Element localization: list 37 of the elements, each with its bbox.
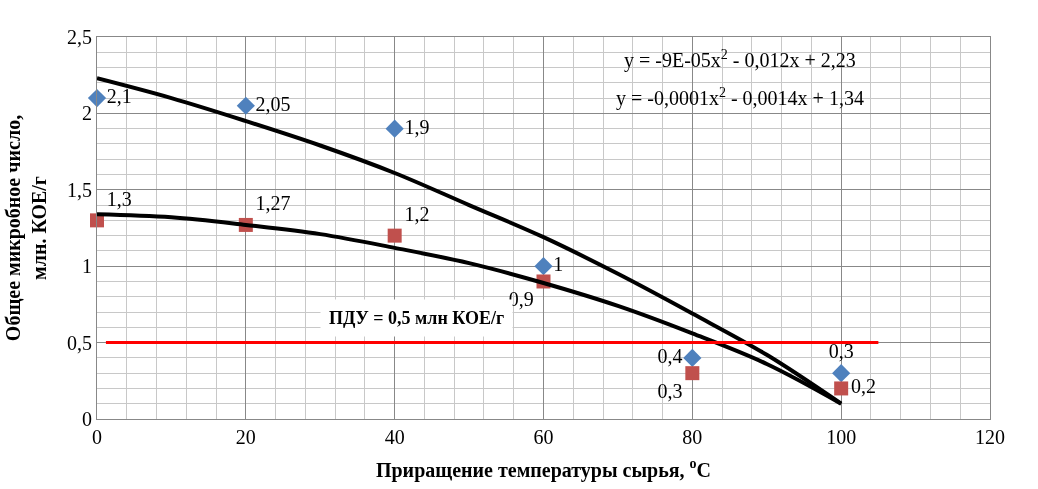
y-tick-label: 2 (82, 102, 92, 125)
data-label: 0,4 (657, 344, 683, 367)
x-tick-label: 40 (384, 426, 405, 448)
y-tick-label: 0 (82, 408, 92, 430)
y-tick-label: 2,5 (67, 26, 92, 48)
point (834, 381, 849, 396)
point (236, 96, 255, 115)
data-label: 0,2 (850, 375, 876, 398)
x-tick-label: 120 (975, 426, 1005, 448)
data-label: 2,05 (255, 92, 291, 115)
y-tick-label: 1,5 (67, 178, 92, 201)
annotation: y = -9E-05x$^{2}$ - 0,012x + 2,23 (624, 47, 856, 73)
point (534, 257, 553, 276)
point (685, 366, 700, 381)
point (683, 348, 702, 367)
data-label: 1,2 (404, 202, 430, 225)
data-label: 2,1 (106, 85, 132, 108)
x-tick-label: 20 (235, 426, 256, 448)
x-tick-label: 100 (826, 426, 857, 448)
data-label: 1,9 (404, 115, 430, 138)
data-label: 1,3 (106, 187, 132, 210)
data-label: 1,27 (255, 192, 291, 215)
data-label: 0,3 (828, 340, 854, 363)
x-tick-label: 80 (682, 426, 703, 448)
annotation: y = -0,0001x$^{2}$ - 0,0014x + 1,34 (616, 85, 864, 111)
x-axis-title: Приращение температуры сырья, $^{o}$C (375, 456, 712, 482)
point (387, 228, 402, 243)
y-tick-label: 1 (82, 255, 92, 278)
data-label: 0,3 (657, 379, 683, 402)
data-label: 1 (553, 253, 564, 276)
point (385, 119, 404, 138)
x-tick-label: 60 (533, 426, 554, 448)
y-tick-label: 0,5 (67, 331, 92, 354)
point (832, 364, 851, 383)
point (87, 89, 107, 108)
ref-line-label: ПДУ = 0,5 млн КОЕ/г (329, 308, 505, 328)
y-axis-title: Общее микробное число, млн. КОЕ/г (1, 114, 50, 342)
